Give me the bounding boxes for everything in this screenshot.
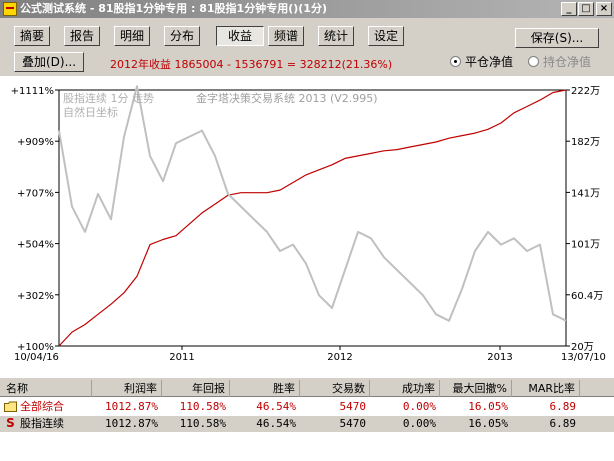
minimize-button[interactable]: _ — [561, 2, 577, 16]
column-header[interactable]: 利润率 — [92, 380, 162, 397]
profit-rate: 1012.87% — [105, 400, 158, 413]
left-axis-label: +100% — [17, 342, 54, 353]
plot-frame — [58, 89, 567, 347]
tab-settings[interactable]: 设定 — [368, 26, 404, 46]
chart-annotation: 股指连续 1分 走势 — [63, 91, 154, 105]
table-row[interactable]: 全部综合 1012.87% 110.58% 46.54% 5470 0.00% … — [0, 399, 614, 415]
column-header[interactable]: 胜率 — [230, 380, 300, 397]
left-axis-label: +504% — [17, 240, 54, 251]
tab-detail[interactable]: 明细 — [114, 26, 150, 46]
mar-ratio: 6.89 — [549, 417, 577, 430]
save-button[interactable]: 保存(S)... — [515, 28, 599, 48]
hold-equity-label: 持仓净值 — [543, 55, 592, 69]
right-axis-label: 101万 — [571, 240, 600, 251]
annual-return: 110.58% — [179, 400, 226, 413]
mar-ratio: 6.89 — [549, 400, 577, 413]
app-icon — [3, 2, 17, 16]
maximize-button[interactable]: □ — [578, 2, 594, 16]
right-axis-label: 222万 — [571, 86, 600, 97]
equity-chart: +1111% +909% +707% +504% +302% +100% 222万 182万 1… — [11, 85, 606, 363]
results-table: 名称 利润率 年回报 胜率 交易数 成功率 最大回撤% MAR比率 全部综合 1… — [0, 380, 614, 461]
column-header[interactable]: 名称 — [0, 380, 92, 397]
trade-count: 5470 — [339, 417, 367, 430]
right-axis-label: 60.4万 — [571, 291, 603, 302]
x-axis-label: 13/07/10 — [561, 352, 606, 363]
row-name: 全部综合 — [20, 400, 64, 413]
x-axis-label: 10/04/16 — [14, 352, 59, 363]
x-axis-label: 2011 — [169, 352, 194, 363]
profit-rate: 1012.87% — [105, 417, 158, 430]
win-rate: 46.54% — [256, 400, 296, 413]
tab-statistics[interactable]: 统计 — [318, 26, 354, 46]
right-axis-label: 20万 — [571, 342, 594, 353]
column-header[interactable]: 交易数 — [300, 380, 370, 397]
x-axis-label: 2013 — [487, 352, 512, 363]
window-title: 公式测试系统 - 81股指1分钟专用 : 81股指1分钟专用()(1分) — [20, 2, 327, 15]
radio-checked-icon — [450, 56, 461, 67]
left-axis-label: +1111% — [11, 86, 54, 97]
left-axis-label: +909% — [17, 137, 54, 148]
column-header[interactable]: 成功率 — [370, 380, 440, 397]
close-equity-label: 平仓净值 — [465, 55, 514, 69]
table-header: 名称 利润率 年回报 胜率 交易数 成功率 最大回撤% MAR比率 — [0, 380, 614, 397]
equity-series-line — [58, 89, 567, 347]
trade-count: 5470 — [339, 400, 367, 413]
column-header[interactable]: 最大回撤% — [440, 380, 512, 397]
max-drawdown: 16.05% — [468, 417, 508, 430]
chart-annotation: 金字塔决策交易系统 2013 (V2.995) — [196, 91, 378, 105]
annual-return: 110.58% — [179, 417, 226, 430]
hold-equity-radio[interactable]: 持仓净值 — [528, 55, 591, 69]
success-rate: 0.00% — [402, 417, 436, 430]
win-rate: 46.54% — [256, 417, 296, 430]
tab-report[interactable]: 报告 — [64, 26, 100, 46]
left-axis-label: +707% — [17, 188, 54, 199]
row-name: 股指连续 — [20, 417, 64, 430]
x-axis-label: 2012 — [327, 352, 352, 363]
tab-summary[interactable]: 摘要 — [14, 26, 50, 46]
max-drawdown: 16.05% — [468, 400, 508, 413]
right-axis-label: 141万 — [571, 188, 600, 199]
close-button[interactable]: × — [596, 2, 612, 16]
window-title-bar: 公式测试系统 - 81股指1分钟专用 : 81股指1分钟专用()(1分) — [0, 0, 614, 18]
price-series-line — [58, 85, 567, 322]
right-axis-label: 182万 — [571, 137, 600, 148]
tab-distribution[interactable]: 分布 — [164, 26, 200, 46]
radio-unchecked-icon — [528, 56, 539, 67]
table-row[interactable]: S 股指连续 1012.87% 110.58% 46.54% 5470 0.00… — [0, 416, 614, 432]
chart-annotation: 自然日坐标 — [63, 105, 118, 119]
tab-spectrum[interactable]: 频谱 — [268, 26, 304, 46]
tab-returns[interactable]: 收益 — [216, 26, 264, 46]
overlay-button[interactable]: 叠加(D)... — [14, 52, 84, 72]
success-rate: 0.00% — [402, 400, 436, 413]
close-equity-radio[interactable]: 平仓净值 — [450, 55, 513, 69]
s-icon: S — [6, 416, 15, 430]
yearly-return-summary: 2012年收益 1865004 - 1536791 = 328212(21.36… — [110, 58, 393, 71]
column-header[interactable]: MAR比率 — [512, 380, 580, 397]
column-header[interactable]: 年回报 — [162, 380, 230, 397]
folder-icon — [4, 401, 17, 412]
left-axis-label: +302% — [17, 291, 54, 302]
